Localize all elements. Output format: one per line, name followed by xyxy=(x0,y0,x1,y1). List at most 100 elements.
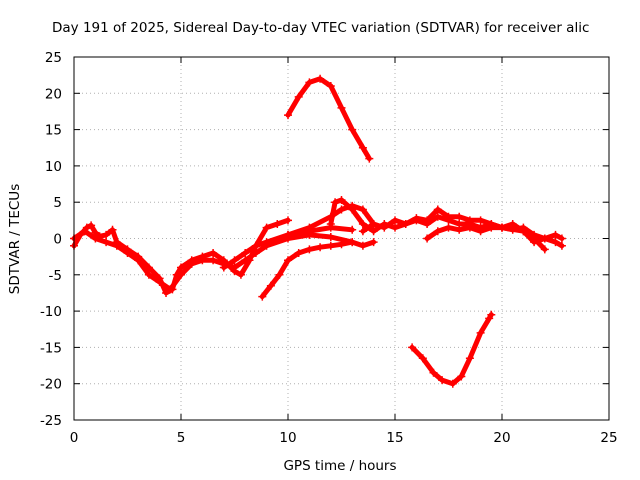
data-point xyxy=(177,263,185,272)
data-point xyxy=(455,212,464,221)
data-point xyxy=(401,219,410,228)
data-point xyxy=(358,241,367,250)
x-axis-label: GPS time / hours xyxy=(283,458,396,474)
data-point xyxy=(284,216,292,225)
data-point xyxy=(102,238,111,247)
data-point xyxy=(87,221,96,230)
y-tick-label: -10 xyxy=(40,304,62,320)
series-track-late-3 xyxy=(423,219,566,250)
data-point xyxy=(294,92,303,101)
data-point xyxy=(557,241,566,250)
data-point xyxy=(236,270,245,279)
data-point xyxy=(476,216,485,225)
data-point xyxy=(369,219,378,228)
data-point xyxy=(540,245,549,254)
x-tick-label: 10 xyxy=(279,430,296,446)
data-point xyxy=(423,234,432,243)
data-point xyxy=(102,230,111,239)
data-point xyxy=(230,256,239,265)
data-point xyxy=(262,223,271,232)
y-tick-label: -15 xyxy=(40,340,62,356)
data-point xyxy=(476,328,485,337)
y-tick-label: 15 xyxy=(45,123,62,139)
data-point xyxy=(365,154,374,163)
data-point xyxy=(530,238,539,247)
data-point xyxy=(337,196,346,205)
data-point xyxy=(162,288,171,297)
data-point xyxy=(305,78,314,87)
data-point xyxy=(391,216,399,225)
y-tick-label: 25 xyxy=(45,50,62,66)
data-point xyxy=(448,379,457,388)
data-point xyxy=(251,241,260,250)
data-point xyxy=(209,249,218,258)
data-point xyxy=(219,263,228,272)
series-line xyxy=(285,76,372,162)
data-point xyxy=(230,263,239,272)
data-point xyxy=(316,243,325,252)
data-point xyxy=(557,234,566,243)
data-point xyxy=(369,238,378,247)
series-track-upper-arc xyxy=(284,74,374,163)
data-point xyxy=(187,259,196,268)
data-point xyxy=(305,245,314,254)
data-point xyxy=(423,216,432,225)
series-track-mid xyxy=(219,223,357,272)
x-tick-labels: 0 5 10 15 20 25 xyxy=(70,430,618,446)
data-point xyxy=(465,223,474,232)
data-point xyxy=(91,234,100,243)
data-point xyxy=(251,249,260,258)
data-point xyxy=(326,233,335,242)
chart-title: Day 191 of 2025, Sidereal Day-to-day VTE… xyxy=(52,20,589,36)
data-point xyxy=(209,256,218,265)
data-point xyxy=(331,198,340,207)
series-track-lower-arc xyxy=(408,310,496,388)
data-point xyxy=(80,227,89,236)
series-track-main-early xyxy=(70,216,292,297)
data-point xyxy=(369,227,378,236)
data-point xyxy=(433,212,442,221)
data-point xyxy=(144,270,153,279)
data-point xyxy=(112,241,121,250)
plot-frame xyxy=(73,56,610,421)
y-tick-label: -25 xyxy=(40,413,62,429)
data-point xyxy=(337,205,346,214)
data-point xyxy=(438,376,447,385)
x-tick-label: 0 xyxy=(70,430,79,446)
data-point xyxy=(358,227,367,236)
data-point xyxy=(337,240,346,249)
data-point xyxy=(408,343,417,352)
data-point xyxy=(476,227,485,236)
data-point xyxy=(348,238,357,247)
data-point xyxy=(316,74,325,83)
data-point xyxy=(284,230,292,239)
data-point xyxy=(198,256,207,265)
data-point xyxy=(284,256,292,265)
data-point xyxy=(487,310,496,319)
data-point xyxy=(508,219,517,228)
series-line xyxy=(409,312,494,387)
y-tick-label: 20 xyxy=(45,86,62,102)
data-point xyxy=(348,125,357,134)
x-tick-label: 5 xyxy=(177,430,186,446)
data-point xyxy=(457,372,466,381)
series-track-late-2 xyxy=(358,205,566,243)
data-point xyxy=(326,82,335,91)
y-axis-label: SDTVAR / TECUs xyxy=(7,184,23,294)
data-point xyxy=(551,238,560,247)
data-series xyxy=(70,74,566,388)
data-point xyxy=(266,281,275,290)
data-point xyxy=(294,249,303,258)
data-point xyxy=(498,223,506,232)
data-point xyxy=(241,256,250,265)
data-point xyxy=(241,249,250,258)
data-point xyxy=(519,227,528,236)
series-track-rise xyxy=(258,238,378,301)
y-tick-label: -5 xyxy=(49,268,62,284)
data-point xyxy=(108,225,117,234)
data-point xyxy=(444,223,453,232)
data-point xyxy=(326,219,335,228)
y-tick-label: 5 xyxy=(53,195,62,211)
data-point xyxy=(418,354,427,363)
